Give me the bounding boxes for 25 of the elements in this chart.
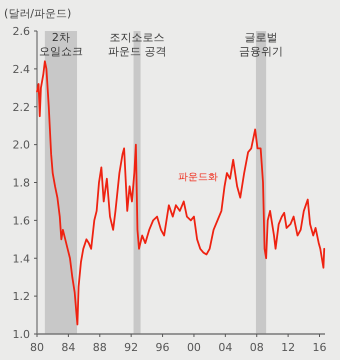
series-label: 파운드화 bbox=[178, 172, 218, 183]
y-tick-label: 1.4 bbox=[12, 252, 30, 266]
x-tick-label: 00 bbox=[186, 341, 201, 354]
x-tick-label: 08 bbox=[250, 341, 264, 354]
x-tick-label: 04 bbox=[218, 341, 232, 354]
y-tick-label: 2.6 bbox=[12, 25, 30, 38]
x-tick-label: 92 bbox=[124, 341, 138, 354]
y-tick-label: 1.8 bbox=[12, 176, 30, 190]
x-tick-label: 16 bbox=[312, 341, 327, 354]
band-label: 글로벌 금융위기 bbox=[239, 31, 284, 58]
x-tick-label: 12 bbox=[281, 341, 296, 354]
x-tick-label: 84 bbox=[61, 341, 76, 354]
y-tick-label: 2.0 bbox=[12, 138, 30, 152]
y-tick-label: 2.2 bbox=[12, 100, 30, 114]
y-axis-title: (달러/파운드) bbox=[4, 7, 72, 20]
line-series bbox=[36, 60, 326, 326]
band-label: 2차 오일쇼크 bbox=[38, 31, 83, 58]
y-tick-label: 1.0 bbox=[12, 328, 30, 341]
x-tick-label: 96 bbox=[156, 341, 170, 354]
y-tick-label: 1.6 bbox=[12, 214, 30, 228]
y-tick-label: 1.2 bbox=[12, 290, 30, 304]
y-tick-label: 2.4 bbox=[12, 62, 30, 76]
band-label: 조지소로스 파운드 공격 bbox=[108, 31, 166, 58]
x-tick-label: 88 bbox=[92, 341, 107, 354]
x-tick-label: 80 bbox=[30, 341, 44, 354]
